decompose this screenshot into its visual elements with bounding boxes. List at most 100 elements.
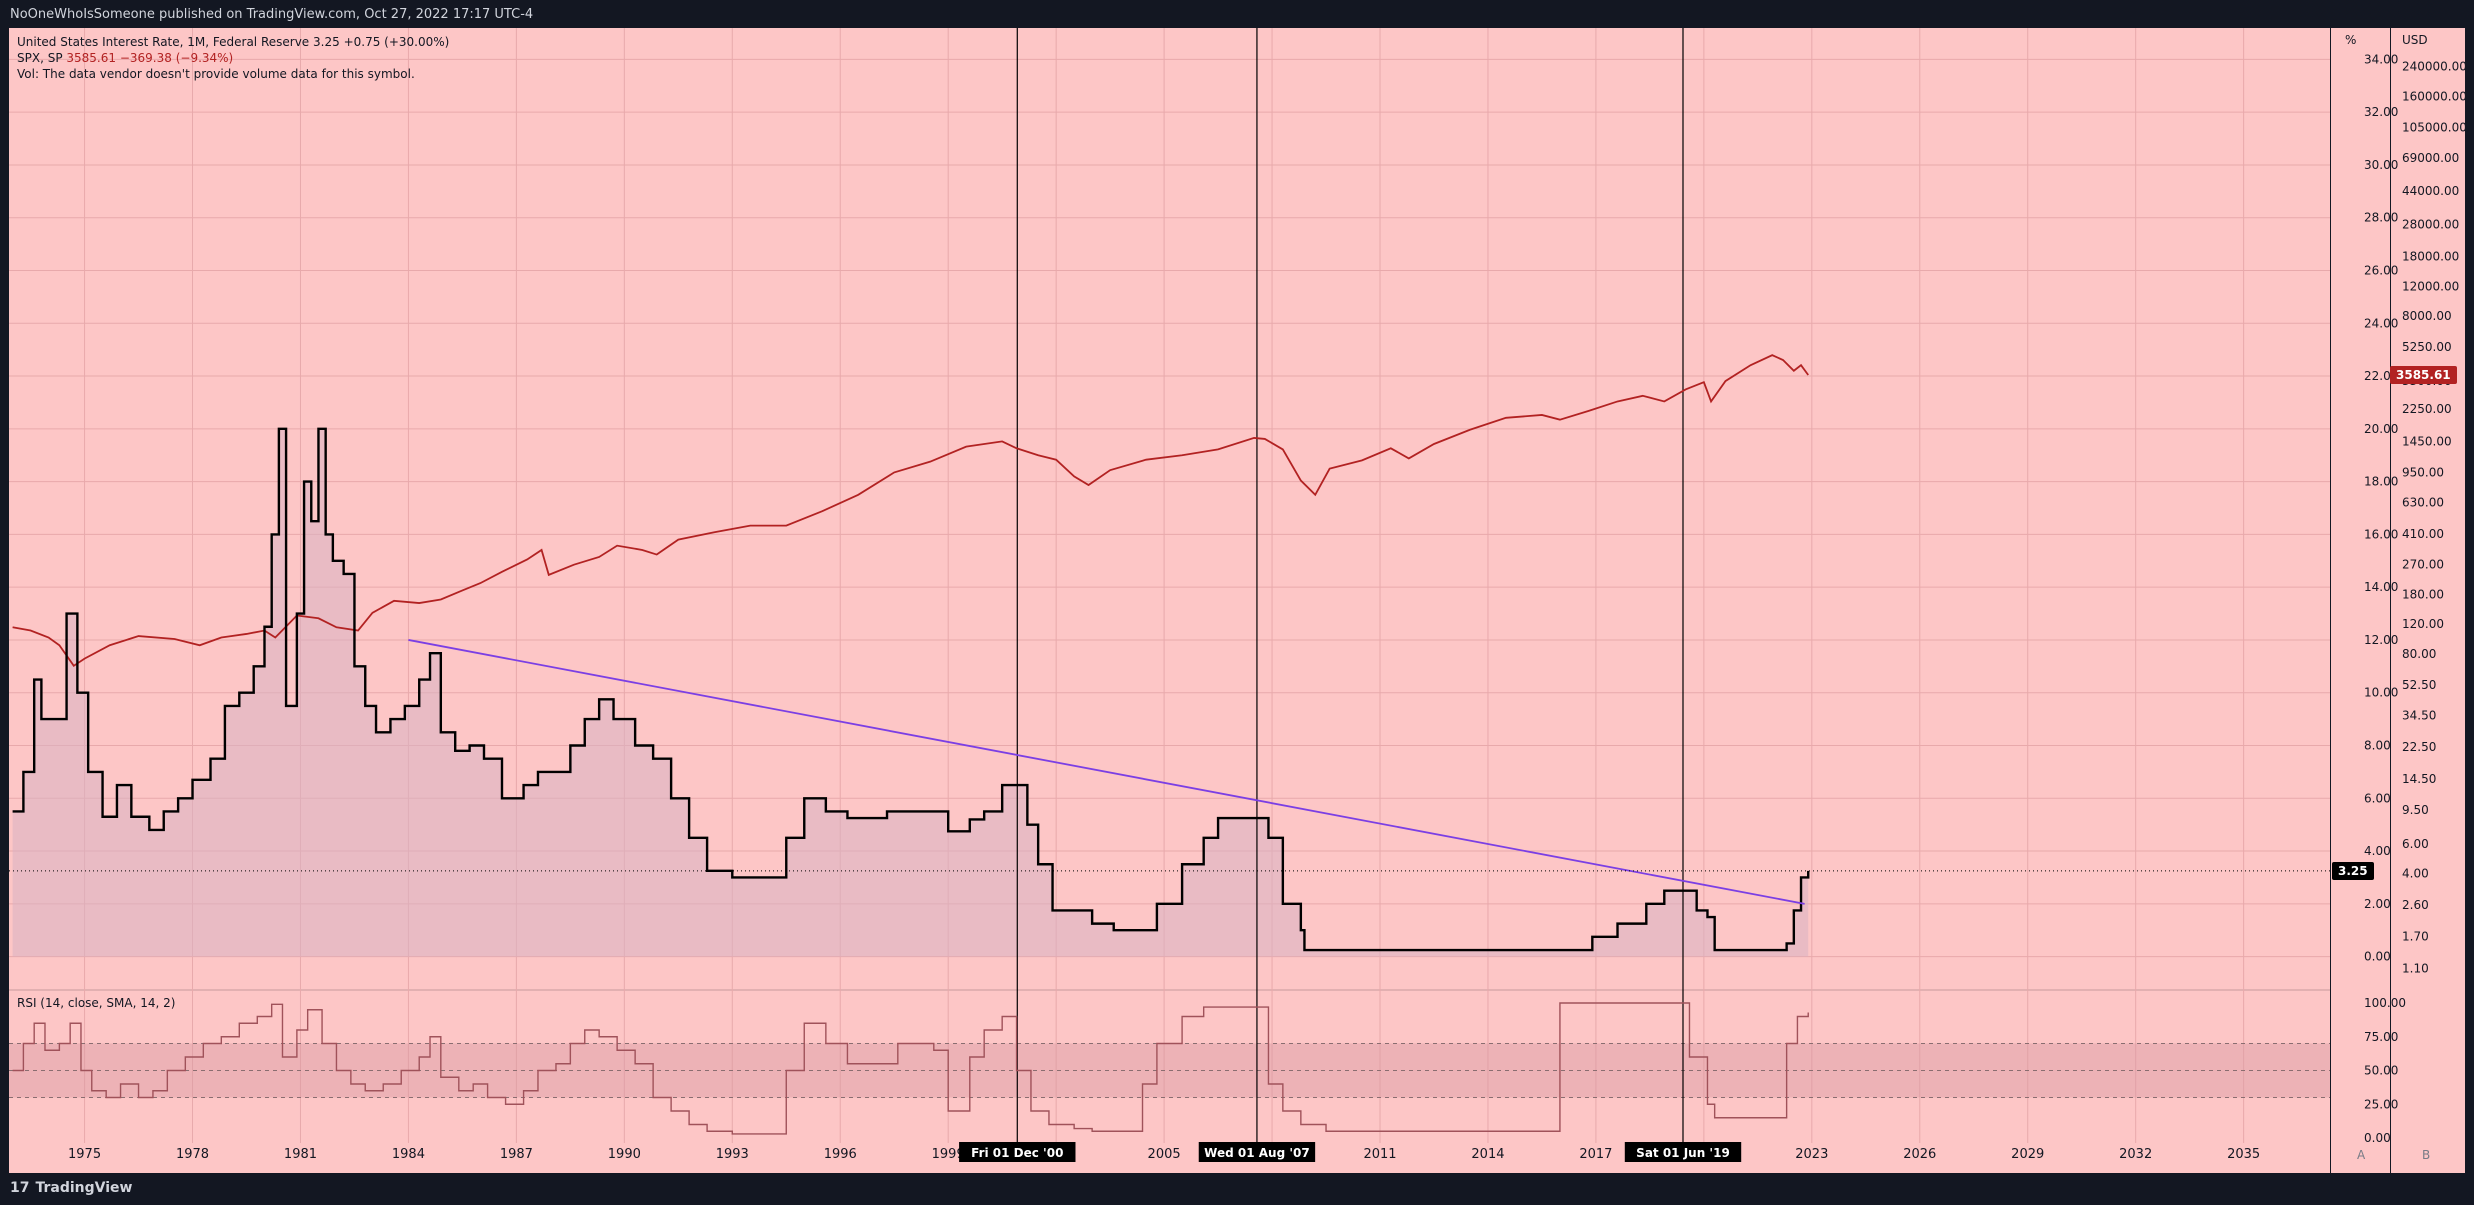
publisher-bar: NoOneWhoIsSomeone published on TradingVi… <box>0 0 2474 28</box>
x-tick-label: 2023 <box>1795 1147 1828 1162</box>
usd-tick-label: 52.50 <box>2402 678 2436 692</box>
legend-spx[interactable]: SPX, SP 3585.61 −369.38 (−9.34%) <box>17 51 233 65</box>
x-tick-label: 2032 <box>2119 1147 2152 1162</box>
usd-tick-label: 5250.00 <box>2402 340 2452 354</box>
rsi-legend[interactable]: RSI (14, close, SMA, 14, 2) <box>17 996 176 1010</box>
x-tick-label: 2014 <box>1471 1147 1504 1162</box>
pct-tick-label: 18.00 <box>2364 475 2398 489</box>
pct-tick-label: 22.00 <box>2364 369 2398 383</box>
pct-tick-label: 30.00 <box>2364 158 2398 172</box>
usd-tick-label: 410.00 <box>2402 527 2444 541</box>
rsi-tick-label: 25.00 <box>2364 1097 2398 1111</box>
x-tick-label: 1984 <box>392 1147 425 1162</box>
x-tick-label: 1996 <box>824 1147 857 1162</box>
pct-axis-unit: % <box>2345 33 2356 47</box>
scale-button-a[interactable]: A <box>2357 1148 2366 1162</box>
usd-tick-label: 2.60 <box>2402 898 2429 912</box>
pct-tick-label: 0.00 <box>2364 950 2391 964</box>
pct-tick-label: 28.00 <box>2364 211 2398 225</box>
footer-bar: 17 TradingView <box>0 1173 2474 1205</box>
x-tick-label: 2035 <box>2227 1147 2260 1162</box>
usd-tick-label: 69000.00 <box>2402 151 2459 165</box>
rsi-tick-label: 100.00 <box>2364 996 2406 1010</box>
x-tick-label: 2026 <box>1903 1147 1936 1162</box>
usd-tick-label: 950.00 <box>2402 465 2444 479</box>
legend-vol: Vol: The data vendor doesn't provide vol… <box>17 67 415 81</box>
legend-rate-value: 3.25 <box>313 35 340 49</box>
pct-tick-label: 26.00 <box>2364 264 2398 278</box>
x-tick-label: 1987 <box>500 1147 533 1162</box>
usd-tick-label: 4.00 <box>2402 867 2429 881</box>
usd-tick-label: 14.50 <box>2402 772 2436 786</box>
legend-rate-name: United States Interest Rate, 1M, Federal… <box>17 35 310 49</box>
spx-series-line <box>12 354 1809 668</box>
legend-spx-change: −369.38 (−9.34%) <box>119 51 234 65</box>
publisher-text: NoOneWhoIsSomeone published on TradingVi… <box>10 7 534 22</box>
rate-area-fill <box>12 428 1809 957</box>
trend-line[interactable] <box>408 639 1805 905</box>
last-rate-tag: 3.25 <box>2332 861 2374 880</box>
rsi-tick-label: 0.00 <box>2364 1131 2391 1145</box>
date-marker-tag: Wed 01 Aug '07 <box>1204 1146 1310 1160</box>
legend-spx-name: SPX, SP <box>17 51 63 65</box>
usd-axis-unit: USD <box>2402 33 2428 47</box>
pct-tick-label: 10.00 <box>2364 686 2398 700</box>
tradingview-logo[interactable]: 17 TradingView <box>10 1180 132 1196</box>
pct-tick-label: 24.00 <box>2364 316 2398 330</box>
pct-tick-label: 14.00 <box>2364 580 2398 594</box>
usd-axis-rail[interactable] <box>2391 28 2465 1173</box>
x-tick-label: 2029 <box>2011 1147 2044 1162</box>
x-tick-label: 1978 <box>176 1147 209 1162</box>
usd-tick-label: 120.00 <box>2402 617 2444 631</box>
rsi-tick-label: 75.00 <box>2364 1030 2398 1044</box>
date-marker-tag-bg <box>959 1142 1076 1162</box>
usd-tick-label: 105000.00 <box>2402 120 2465 134</box>
pct-tick-label: 34.00 <box>2364 52 2398 66</box>
x-tick-label: 2005 <box>1148 1147 1181 1162</box>
usd-tick-label: 8000.00 <box>2402 309 2452 323</box>
x-tick-label: 1993 <box>716 1147 749 1162</box>
last-spx-tag: 3585.61 <box>2390 366 2457 385</box>
date-marker-tag-bg <box>1198 1142 1316 1162</box>
usd-tick-label: 6.00 <box>2402 837 2429 851</box>
legend-rate[interactable]: United States Interest Rate, 1M, Federal… <box>17 35 449 49</box>
pct-tick-label: 12.00 <box>2364 633 2398 647</box>
legend-spx-value: 3585.61 <box>66 51 117 65</box>
usd-tick-label: 1450.00 <box>2402 434 2452 448</box>
tradingview-mark-icon: 17 <box>10 1180 30 1196</box>
legend-vol-text: Vol: The data vendor doesn't provide vol… <box>17 67 415 81</box>
rsi-tick-label: 50.00 <box>2364 1064 2398 1078</box>
usd-tick-label: 160000.00 <box>2402 89 2465 103</box>
usd-tick-label: 18000.00 <box>2402 250 2459 264</box>
usd-tick-label: 12000.00 <box>2402 279 2459 293</box>
x-tick-label: 1981 <box>284 1147 317 1162</box>
x-tick-label: 1990 <box>608 1147 641 1162</box>
usd-tick-label: 80.00 <box>2402 647 2436 661</box>
x-tick-label: 1975 <box>68 1147 101 1162</box>
pct-tick-label: 2.00 <box>2364 897 2391 911</box>
usd-tick-label: 22.50 <box>2402 740 2436 754</box>
usd-tick-label: 34.50 <box>2402 709 2436 723</box>
pct-tick-label: 16.00 <box>2364 527 2398 541</box>
x-tick-label: 2017 <box>1579 1147 1612 1162</box>
pct-tick-label: 20.00 <box>2364 422 2398 436</box>
usd-tick-label: 28000.00 <box>2402 217 2459 231</box>
scale-button-b[interactable]: B <box>2422 1148 2431 1162</box>
main-chart[interactable]: 1975197819811984198719901993199619992002… <box>9 28 2465 1173</box>
usd-tick-label: 240000.00 <box>2402 60 2465 74</box>
usd-tick-label: 2250.00 <box>2402 402 2452 416</box>
percent-axis-rail[interactable] <box>2331 28 2390 1173</box>
x-tick-label: 1999 <box>932 1147 965 1162</box>
usd-tick-label: 1.10 <box>2402 961 2429 975</box>
rsi-series-line <box>12 1002 1809 1135</box>
pct-tick-label: 8.00 <box>2364 739 2391 753</box>
usd-tick-label: 44000.00 <box>2402 184 2459 198</box>
x-tick-label: 2011 <box>1363 1147 1396 1162</box>
usd-tick-label: 1.70 <box>2402 929 2429 943</box>
date-marker-tag-bg <box>1624 1142 1742 1162</box>
pct-tick-label: 32.00 <box>2364 105 2398 119</box>
usd-tick-label: 630.00 <box>2402 496 2444 510</box>
rate-series-line <box>12 427 1810 952</box>
usd-tick-label: 180.00 <box>2402 587 2444 601</box>
usd-tick-label: 9.50 <box>2402 803 2429 817</box>
